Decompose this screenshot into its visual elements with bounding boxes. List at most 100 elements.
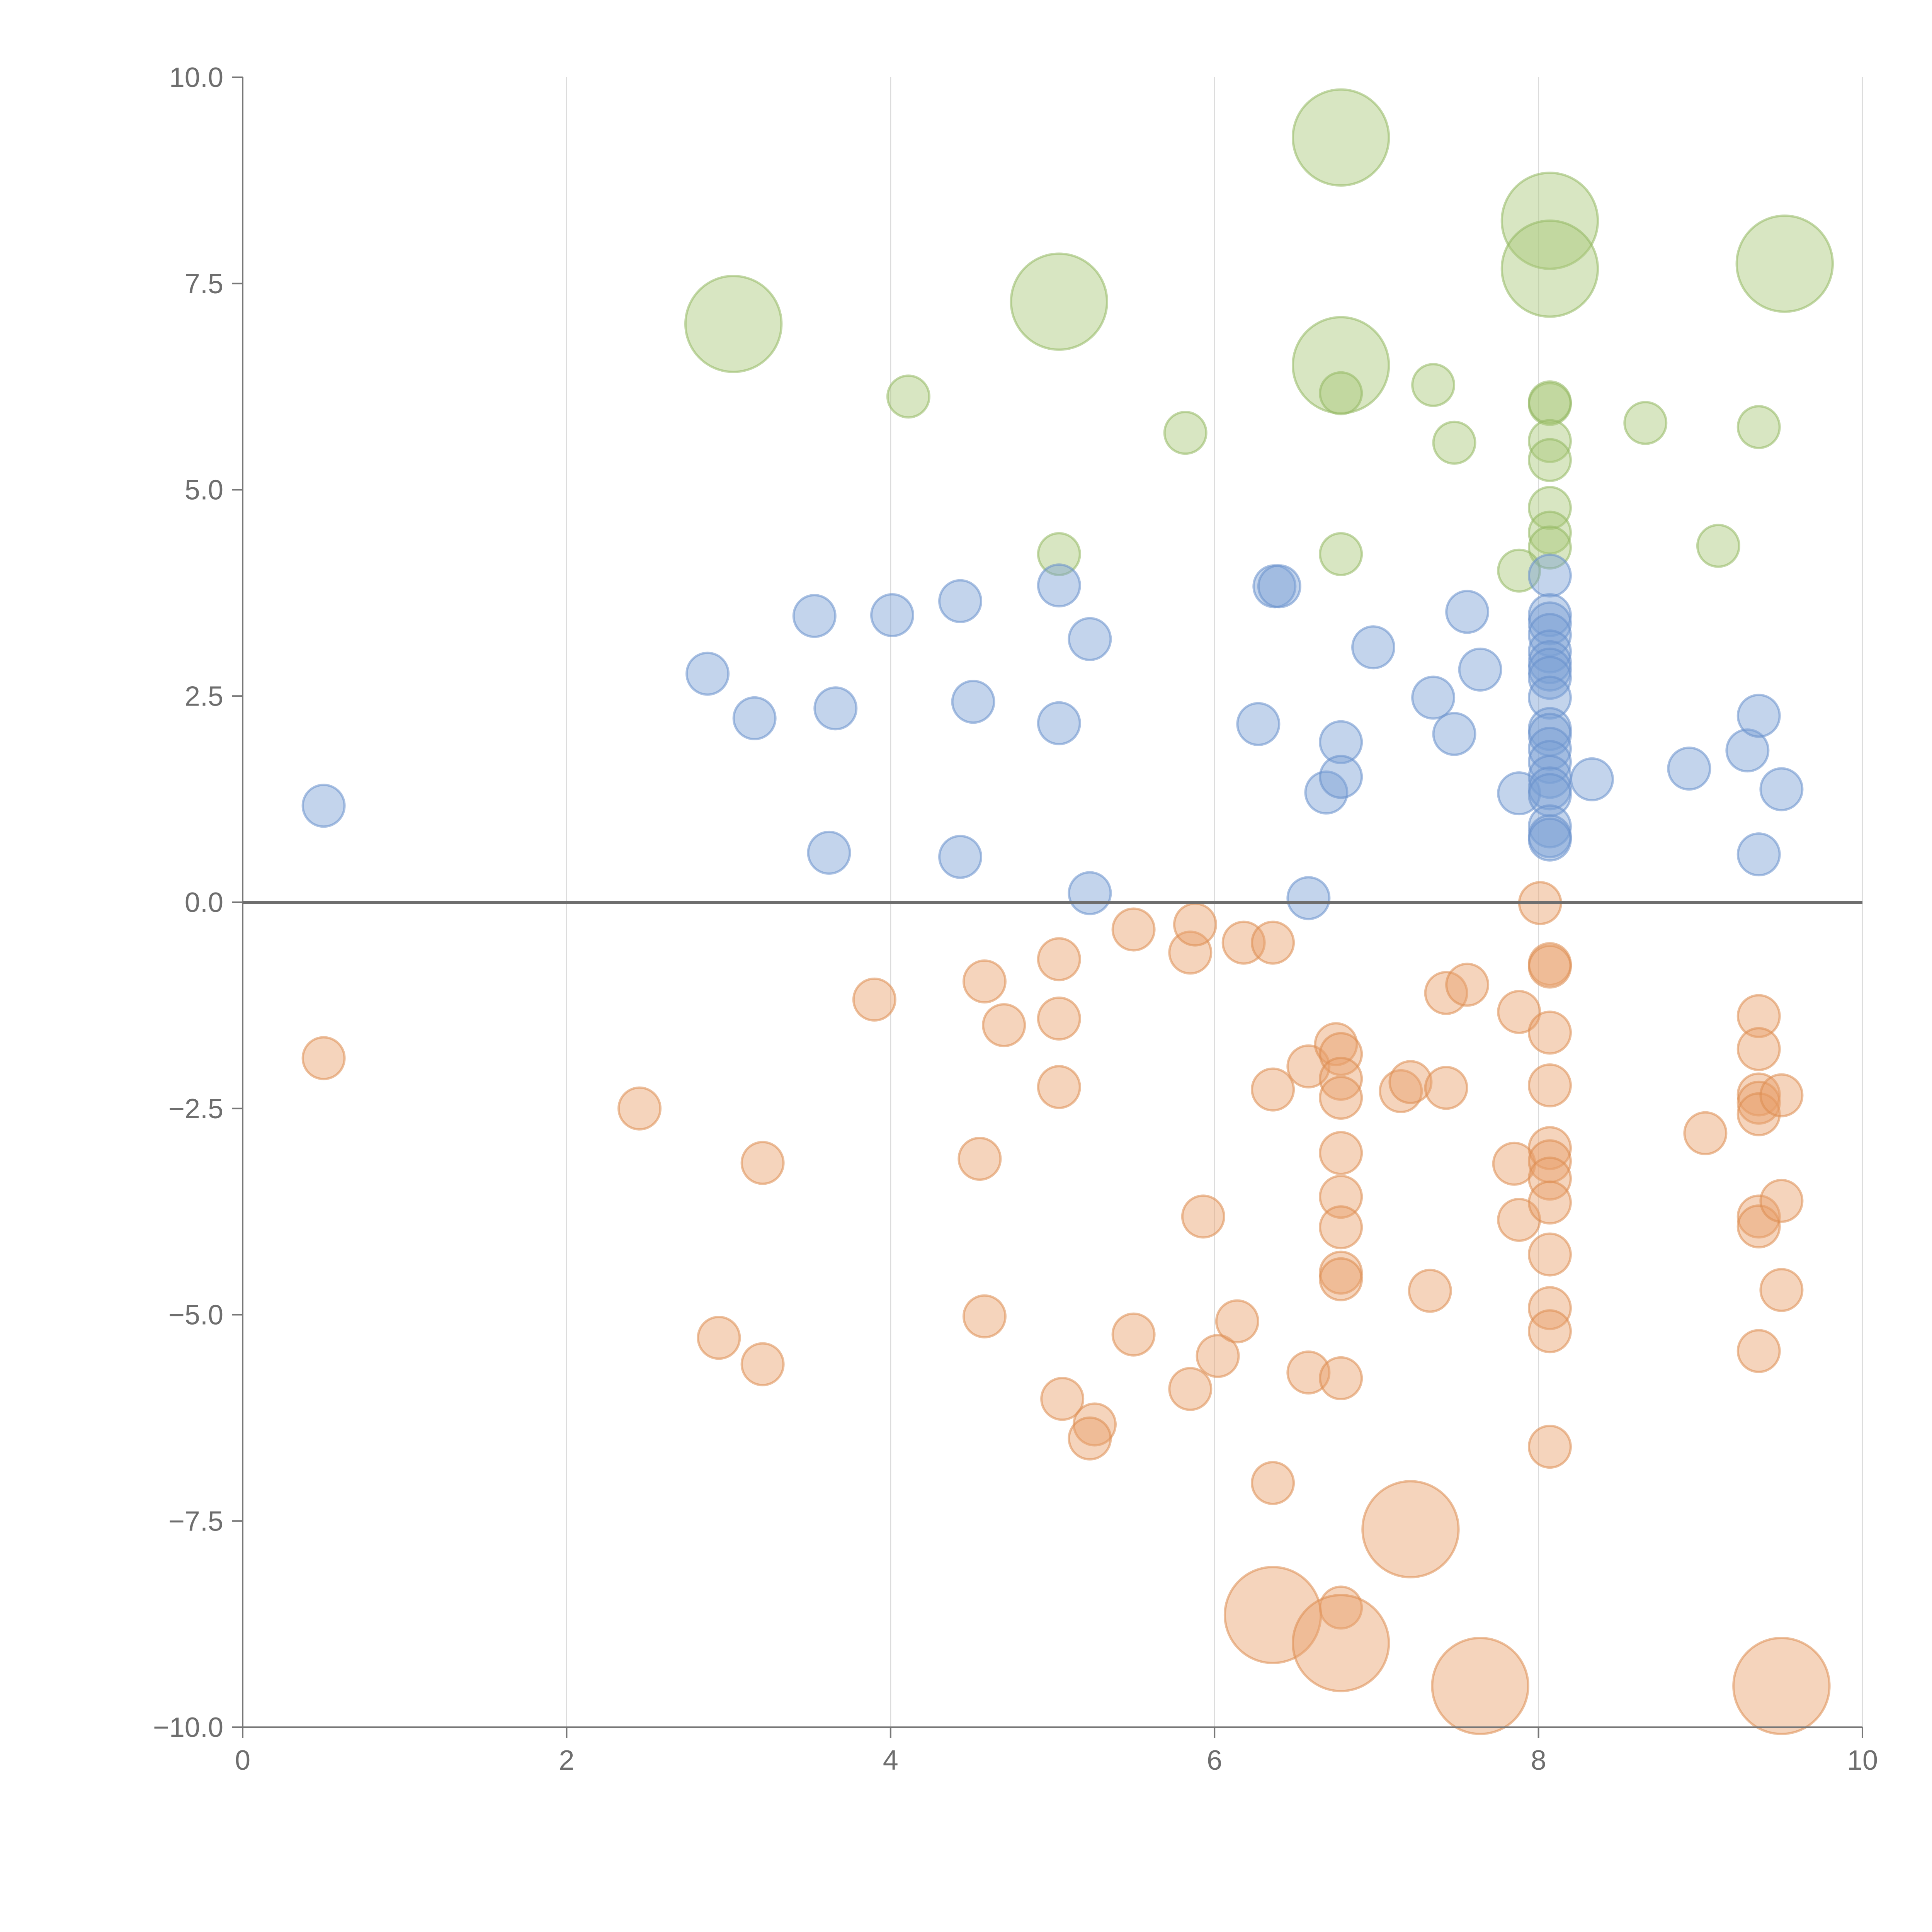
bubble-point-green xyxy=(684,275,783,373)
bubble-point-orange xyxy=(1215,1299,1259,1344)
x-tick-label: 6 xyxy=(1207,1745,1222,1776)
bubble-point-orange xyxy=(1319,1205,1363,1250)
bubble-point-orange xyxy=(1068,1416,1112,1461)
bubble-point-blue xyxy=(1458,647,1502,692)
bubble-point-orange xyxy=(1527,1010,1572,1055)
bubble-point-blue xyxy=(1432,712,1476,756)
bubble-point-blue xyxy=(1527,629,1572,673)
bubble-point-orange xyxy=(962,959,1007,1003)
bubble-point-green xyxy=(1527,486,1572,530)
y-tick-label: −10.0 xyxy=(153,1712,223,1743)
bubble-point-green xyxy=(1527,380,1572,425)
y-tick-label: 10.0 xyxy=(169,62,223,93)
bubble-point-blue xyxy=(1527,553,1572,598)
bubble-point-orange xyxy=(697,1316,741,1360)
bubble-point-orange xyxy=(1736,1204,1781,1249)
bubble-point-blue xyxy=(1527,804,1572,849)
bubble-point-orange xyxy=(1319,1056,1363,1101)
bubble-point-blue xyxy=(301,784,346,828)
bubble-point-orange xyxy=(1319,1175,1363,1219)
bubble-point-blue xyxy=(1736,832,1781,877)
bubble-point-green xyxy=(1163,411,1208,455)
y-tick-label: 0.0 xyxy=(185,887,223,918)
bubble-point-green xyxy=(1500,219,1599,318)
bubble-point-orange xyxy=(1759,1073,1804,1117)
bubble-point-orange xyxy=(1319,1356,1363,1400)
bubble-point-orange xyxy=(1736,1194,1781,1239)
bubble-point-green xyxy=(886,374,930,419)
bubble-point-blue xyxy=(1351,625,1396,670)
bubble-point-green xyxy=(1527,510,1572,555)
bubble-point-blue xyxy=(1527,817,1572,862)
bubble-point-blue xyxy=(1527,740,1572,784)
y-tick-label: 7.5 xyxy=(185,269,223,299)
bubble-point-blue xyxy=(1725,728,1770,773)
bubble-point-orange xyxy=(1196,1334,1240,1378)
bubble-point-blue xyxy=(732,696,777,740)
bubble-point-blue xyxy=(1570,757,1614,801)
bubble-point-orange xyxy=(1408,1269,1452,1313)
bubble-point-orange xyxy=(1759,1268,1804,1312)
bubble-point-blue xyxy=(813,686,858,731)
bubble-point-orange xyxy=(1319,1032,1363,1076)
bubble-point-green xyxy=(1736,405,1781,449)
series-orange xyxy=(301,881,1831,1735)
bubble-point-blue xyxy=(951,680,995,724)
bubble-point-orange xyxy=(852,977,896,1022)
bubble-point-orange xyxy=(1683,1111,1728,1155)
bubble-point-blue xyxy=(938,579,983,623)
bubble-point-orange xyxy=(1111,1312,1156,1357)
bubble-point-orange xyxy=(1319,1131,1363,1175)
bubble-point-orange xyxy=(1736,1329,1781,1373)
bubble-point-orange xyxy=(301,1036,346,1080)
bubble-point-blue xyxy=(792,594,837,638)
bubble-point-orange xyxy=(1736,1027,1781,1071)
bubble-point-orange xyxy=(1251,1067,1295,1112)
bubble-point-green xyxy=(1291,88,1390,187)
bubble-point-orange xyxy=(1251,920,1295,965)
x-tick-label: 2 xyxy=(559,1745,574,1776)
series-green xyxy=(684,88,1834,593)
bubble-point-blue xyxy=(1037,563,1081,608)
bubble-point-green xyxy=(1735,214,1834,313)
bubble-point-orange xyxy=(1527,1156,1572,1201)
bubble-point-orange xyxy=(1319,1257,1363,1301)
bubble-point-green xyxy=(1527,419,1572,463)
bubble-point-orange xyxy=(1527,1180,1572,1225)
bubble-point-orange xyxy=(1424,1066,1468,1110)
bubble-point-blue xyxy=(1319,720,1363,764)
bubble-point-orange xyxy=(1361,1480,1460,1578)
bubble-point-orange xyxy=(1286,1350,1331,1395)
bubble-point-green xyxy=(1432,420,1476,465)
bubble-point-green xyxy=(1623,401,1668,445)
x-tick-label: 0 xyxy=(235,1745,250,1776)
y-tick-label: 2.5 xyxy=(185,681,223,712)
x-tick-label: 4 xyxy=(883,1745,898,1776)
bubble-point-blue xyxy=(1759,767,1804,811)
bubble-point-green xyxy=(1696,524,1740,568)
bubble-point-green xyxy=(1010,252,1108,351)
bubble-point-orange xyxy=(1431,1637,1529,1735)
bubble-point-green xyxy=(1037,532,1081,577)
bubble-point-orange xyxy=(957,1136,1002,1181)
bubble-point-orange xyxy=(1527,1309,1572,1354)
bubble-point-orange xyxy=(1037,1065,1081,1109)
bubble-point-green xyxy=(1411,363,1456,407)
bubble-point-green xyxy=(1527,438,1572,482)
y-tick-label: −7.5 xyxy=(168,1506,223,1537)
bubble-point-orange xyxy=(1173,902,1217,947)
axis-ticks: 0 2 4 6 8 10 −10.0 −7.5 −5.0 −2.5 0.0 2.5 5.0 7.5 10.0 xyxy=(153,62,1878,1776)
bubble-point-green xyxy=(1319,532,1363,577)
bubble-point-orange xyxy=(1037,937,1081,981)
bubble-point-orange xyxy=(1388,1060,1433,1104)
bubble-point-orange xyxy=(617,1086,662,1131)
bubble-point-orange xyxy=(1111,907,1156,952)
bubble-point-orange xyxy=(1527,944,1572,989)
bubble-point-blue xyxy=(1319,755,1363,799)
bubble-point-orange xyxy=(982,1003,1026,1048)
bubble-point-blue xyxy=(1236,702,1281,746)
y-tick-label: −5.0 xyxy=(168,1300,223,1331)
bubble-point-orange xyxy=(1251,1461,1295,1505)
bubble-point-orange xyxy=(1037,997,1081,1041)
